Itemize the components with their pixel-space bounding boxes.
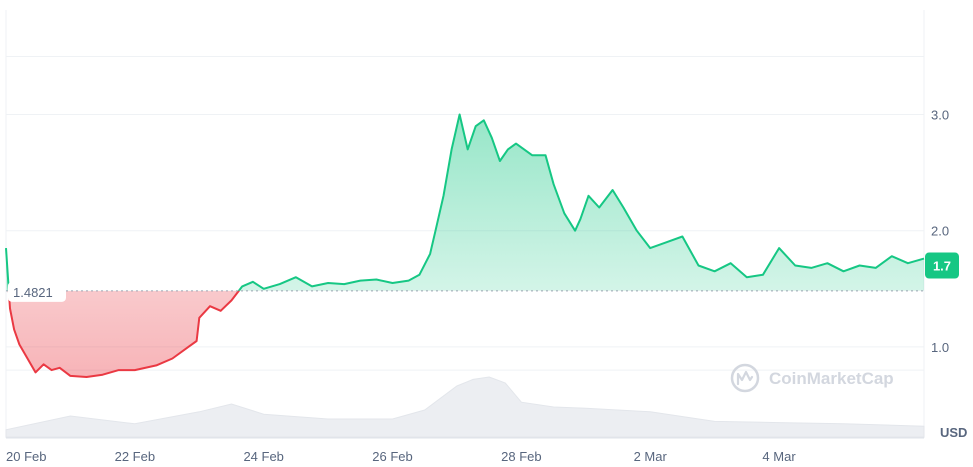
line-above-baseline [5, 113, 925, 291]
y-tick-label: 1.0 [931, 340, 949, 355]
x-tick-label: 4 Mar [762, 449, 796, 464]
baseline-label: 1.4821 [8, 281, 66, 302]
x-tick-label: 28 Feb [501, 449, 541, 464]
x-tick-label: 20 Feb [6, 449, 46, 464]
currency-unit: USD [940, 425, 967, 440]
x-axis-ticks: 20 Feb 22 Feb 24 Feb 26 Feb 28 Feb 2 Mar 4 Mar [6, 449, 796, 464]
x-tick-label: 22 Feb [115, 449, 155, 464]
watermark: CoinMarketCap [730, 363, 894, 393]
watermark-text: CoinMarketCap [769, 369, 894, 388]
area-above-baseline [6, 114, 924, 291]
area-below-baseline [8, 290, 239, 377]
current-price-badge: 1.7 [925, 252, 959, 279]
y-axis-ticks: 1.0 2.0 3.0 [931, 108, 949, 355]
x-tick-label: 2 Mar [634, 449, 668, 464]
price-area [6, 114, 924, 377]
y-tick-label: 3.0 [931, 108, 949, 123]
coinmarketcap-logo-icon [730, 363, 760, 393]
volume-shape [5, 376, 925, 438]
x-tick-label: 24 Feb [243, 449, 283, 464]
current-price-label: 1.7 [933, 259, 951, 274]
volume-area [5, 376, 925, 438]
y-tick-label: 2.0 [931, 224, 949, 239]
line-below-baseline [7, 290, 241, 378]
x-tick-label: 26 Feb [372, 449, 412, 464]
baseline-value: 1.4821 [13, 285, 53, 300]
price-line [5, 113, 925, 378]
